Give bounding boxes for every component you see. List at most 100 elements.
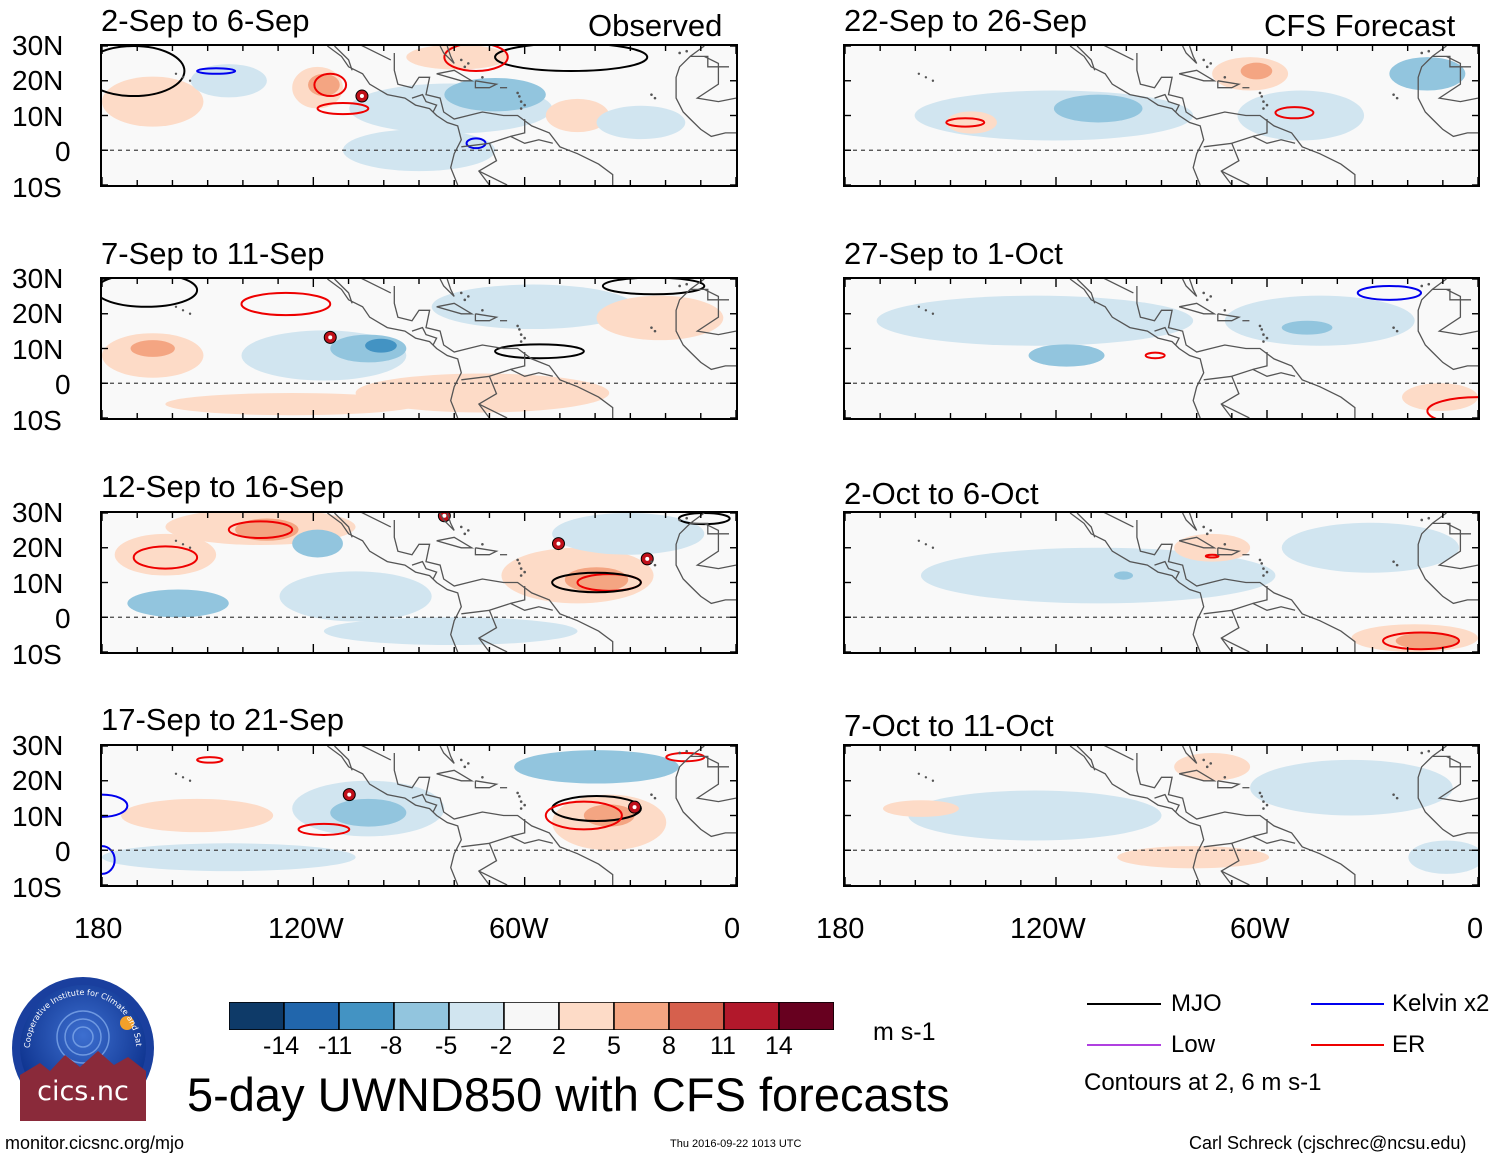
island-dot bbox=[519, 807, 523, 810]
coast-west-africa bbox=[675, 46, 736, 138]
border-south-america bbox=[1221, 403, 1250, 418]
anomaly-area bbox=[596, 105, 686, 140]
anomaly-area bbox=[1224, 295, 1415, 346]
coast-cuba bbox=[436, 769, 475, 782]
island-dot bbox=[516, 791, 519, 795]
footer-timestamp: Thu 2016-09-22 1013 UTC bbox=[670, 1138, 802, 1150]
border-south-america bbox=[1221, 170, 1250, 185]
anomaly-area bbox=[1028, 344, 1105, 367]
island-dot bbox=[653, 796, 657, 800]
island-dot bbox=[1209, 295, 1213, 298]
island-dot bbox=[181, 309, 185, 312]
er-contour bbox=[196, 756, 224, 764]
border-south-america bbox=[489, 135, 553, 144]
coast-florida bbox=[439, 513, 455, 531]
border-south-america bbox=[461, 142, 498, 185]
coast-baja bbox=[1076, 513, 1096, 538]
colorbar-tick-label: -14 bbox=[263, 1032, 300, 1060]
coast-americas-east bbox=[1136, 753, 1356, 885]
border-africa bbox=[690, 288, 729, 301]
island-dot bbox=[1223, 775, 1227, 779]
coast-americas-east bbox=[1136, 53, 1356, 185]
island-dot bbox=[1262, 567, 1265, 570]
island-dot bbox=[516, 91, 519, 95]
coast-florida bbox=[439, 46, 455, 64]
island-dot bbox=[518, 95, 521, 98]
island-dot bbox=[653, 96, 657, 100]
map-graphic bbox=[845, 46, 1478, 185]
island-dot bbox=[1260, 328, 1264, 331]
border-us-mexico bbox=[1103, 513, 1134, 528]
border-us-mexico bbox=[361, 46, 392, 61]
colorbar-swatch bbox=[668, 1001, 725, 1031]
forecast-map-panel-3 bbox=[843, 511, 1480, 654]
coast-americas-east bbox=[393, 520, 614, 652]
island-dot bbox=[1258, 91, 1262, 95]
border-africa bbox=[695, 755, 736, 803]
mjo-contour bbox=[551, 571, 642, 594]
colorbar-tick-label: -11 bbox=[318, 1032, 353, 1060]
legend-label-er: ER bbox=[1392, 1031, 1426, 1058]
axis-ticks bbox=[102, 746, 736, 885]
island-dot bbox=[685, 749, 688, 753]
anomaly-area bbox=[583, 804, 635, 827]
coastlines bbox=[174, 46, 736, 185]
island-dot bbox=[678, 51, 681, 55]
coast-florida bbox=[1182, 513, 1198, 531]
border-south-america bbox=[510, 352, 526, 371]
island-dot bbox=[1420, 51, 1424, 55]
island-dot bbox=[1427, 49, 1431, 53]
island-dot bbox=[1262, 333, 1265, 336]
lat-tick-label: 30N bbox=[12, 730, 64, 761]
anomaly-area bbox=[1174, 752, 1251, 781]
coast-hispaniola bbox=[1217, 313, 1242, 322]
anomaly-area bbox=[1240, 62, 1273, 80]
lon-tick-label: 180 bbox=[816, 913, 865, 945]
mjo-contour bbox=[494, 343, 585, 360]
lon-tick-label: 60W bbox=[1230, 913, 1290, 945]
island-dot bbox=[1395, 563, 1399, 567]
island-dot bbox=[519, 340, 523, 343]
coast-americas-west bbox=[327, 46, 462, 185]
border-central-america bbox=[411, 93, 438, 113]
island-dot bbox=[467, 62, 470, 65]
contours-note: Contours at 2, 6 m s-1 bbox=[1084, 1069, 1322, 1096]
border-africa bbox=[1432, 55, 1471, 68]
er-contour bbox=[227, 520, 294, 540]
island-dot bbox=[467, 529, 470, 532]
border-us-mexico bbox=[1103, 746, 1134, 761]
anomaly-area bbox=[121, 798, 274, 833]
island-dot bbox=[924, 76, 928, 79]
coast-americas-west bbox=[1069, 746, 1205, 885]
border-africa bbox=[695, 288, 736, 336]
colorbar-tick-label: -2 bbox=[490, 1032, 513, 1060]
forecast-panel-title-1: 22-Sep to 26-Sep bbox=[844, 3, 1088, 38]
anomaly-area bbox=[876, 295, 1194, 346]
coast-hispaniola bbox=[1217, 547, 1242, 556]
coast-americas-east bbox=[393, 53, 614, 185]
border-south-america bbox=[489, 368, 553, 377]
island-dot bbox=[1205, 65, 1209, 69]
island-dot bbox=[917, 72, 921, 75]
island-dot bbox=[1223, 308, 1227, 312]
lat-tick-label: 20N bbox=[12, 65, 64, 96]
axis-ticks bbox=[102, 46, 736, 185]
map-graphic bbox=[102, 279, 736, 418]
map-graphic bbox=[845, 513, 1478, 652]
axis-ticks bbox=[845, 279, 1478, 418]
island-dot bbox=[1205, 765, 1209, 769]
coast-cuba bbox=[1178, 69, 1217, 82]
coast-baja bbox=[1076, 746, 1096, 771]
storm-icon bbox=[342, 788, 356, 802]
island-dot bbox=[459, 525, 463, 529]
coast-florida bbox=[439, 279, 455, 297]
island-dot bbox=[1262, 800, 1265, 803]
island-dot bbox=[174, 305, 178, 308]
lat-tick-label: 0 bbox=[55, 836, 71, 867]
footer-url[interactable]: monitor.cicsnc.org/mjo bbox=[5, 1133, 185, 1153]
observed-map-panel-3 bbox=[100, 511, 738, 654]
island-dot bbox=[523, 103, 526, 107]
coast-americas-west bbox=[1069, 513, 1205, 652]
island-dot bbox=[1262, 807, 1265, 810]
island-dot bbox=[1262, 340, 1265, 343]
